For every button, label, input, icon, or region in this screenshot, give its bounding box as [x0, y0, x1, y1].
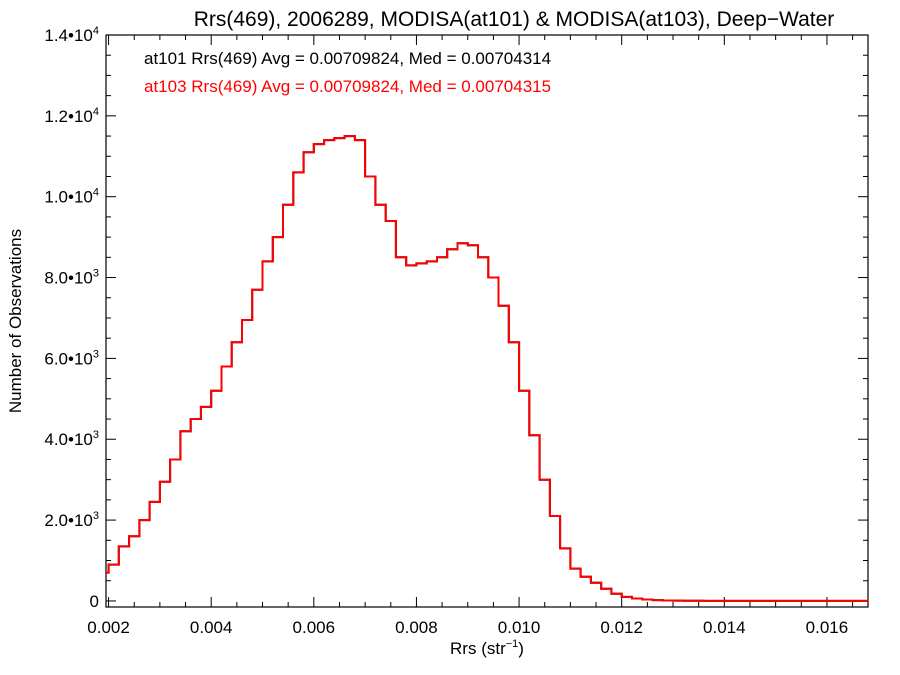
y-tick-label: 4.0•103	[44, 429, 99, 449]
series-at101-line	[106, 135, 868, 602]
y-tick-label: 1.2•104	[44, 106, 99, 126]
y-tick-label: 1.0•104	[44, 187, 99, 207]
y-tick-label-mantissa: 1.4•10	[44, 26, 93, 45]
x-tick-label: 0.016	[806, 618, 849, 637]
y-tick-label-mantissa: 4.0•10	[44, 430, 93, 449]
y-tick-label-mantissa: 2.0•10	[44, 511, 93, 530]
chart-title: Rrs(469), 2006289, MODISA(at101) & MODIS…	[194, 8, 835, 31]
y-tick-label: 6.0•103	[44, 348, 99, 368]
y-tick-label-mantissa: 6.0•10	[44, 349, 93, 368]
y-tick-label: 8.0•103	[44, 268, 99, 288]
x-tick-label: 0.008	[395, 618, 438, 637]
y-tick-label-mantissa: 0	[90, 592, 99, 611]
y-tick-label: 1.4•104	[44, 25, 99, 45]
x-tick-label: 0.006	[293, 618, 336, 637]
x-tick-label: 0.004	[190, 618, 233, 637]
y-tick-label: 2.0•103	[44, 510, 99, 530]
series-at103-line	[106, 135, 868, 602]
y-tick-label-exponent: 3	[93, 429, 99, 441]
y-tick-label-mantissa: 1.0•10	[44, 188, 93, 207]
x-tick-labels: 0.002 0.004 0.006 0.008 0.010 0.012 0.014 0.016	[87, 618, 848, 637]
plot-frame	[105, 34, 869, 608]
series-group	[106, 135, 868, 602]
y-tick-label-exponent: 4	[93, 25, 99, 37]
x-tick-label: 0.014	[703, 618, 746, 637]
y-tick-label: 0	[90, 592, 99, 611]
legend-entry-at103: at103 Rrs(469) Avg = 0.00709824, Med = 0…	[144, 77, 551, 96]
y-tick-label-exponent: 3	[93, 348, 99, 360]
y-tick-label-mantissa: 8.0•10	[44, 269, 93, 288]
axis-ticks	[106, 34, 868, 607]
x-tick-label: 0.010	[498, 618, 541, 637]
y-tick-label-mantissa: 1.2•10	[44, 107, 93, 126]
x-axis-label: Rrs (str−1)	[450, 638, 524, 658]
y-tick-label-exponent: 3	[93, 510, 99, 522]
y-tick-label-exponent: 4	[93, 187, 99, 199]
y-tick-labels: 02.0•1034.0•1036.0•1038.0•1031.0•1041.2•…	[44, 25, 99, 611]
legend-entry-at101: at101 Rrs(469) Avg = 0.00709824, Med = 0…	[144, 49, 551, 68]
x-tick-label: 0.012	[600, 618, 643, 637]
y-tick-label-exponent: 4	[93, 106, 99, 118]
y-axis-label: Number of Observations	[6, 229, 25, 413]
y-tick-label-exponent: 3	[93, 268, 99, 280]
x-tick-label: 0.002	[87, 618, 130, 637]
